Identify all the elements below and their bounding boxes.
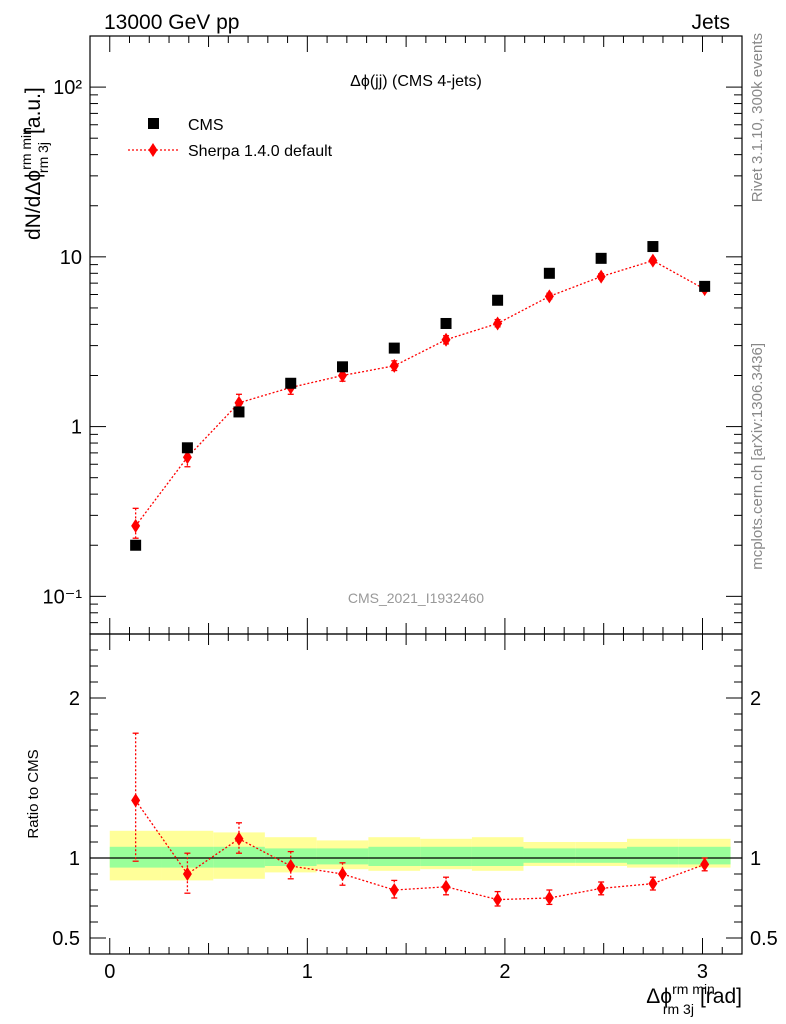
green-uncertainty-band [368,846,421,866]
ratio-point [493,892,503,907]
cms-point [543,267,555,279]
main-y-tick-label: 10² [53,77,82,99]
legend-cms-marker [148,118,159,129]
cms-point [440,317,452,329]
x-tick-label: 2 [499,961,510,983]
sherpa-point [234,395,244,410]
ratio-point [441,879,451,894]
watermark: CMS_2021_I1932460 [348,590,484,606]
main-panel: 10⁻¹ 1 10 10² Δϕ(jj) (CMS 4-jets) CMS_2021_… [18,35,743,635]
sherpa-point [648,253,658,268]
green-uncertainty-band [523,848,576,863]
rivet-label: Rivet 3.1.10, 300k events [749,33,766,202]
x-tick-label: 1 [302,961,313,983]
ratio-x-ticks: 0 1 2 3 [104,634,743,983]
mcplots-label: mcplots.cern.ch [arXiv:1306.3436] [749,343,766,570]
green-uncertainty-band [109,846,162,868]
main-y-ticks: 10⁻¹ 1 10 10² [43,77,742,624]
ratio-point [131,793,141,808]
ratio-ylabel: Ratio to CMS [25,749,42,838]
ratio-y-tick-label: 2 [69,688,80,710]
cms-point [337,361,349,373]
ratio-point [286,859,296,873]
ratio-series [131,732,710,907]
green-uncertainty-band [575,848,628,863]
ratio-y-tick-label-right: 2 [750,688,761,710]
ratio-y-tick-label-right: 1 [750,848,761,870]
green-uncertainty-band [316,848,369,865]
sherpa-point [596,269,606,284]
green-uncertainty-band [627,846,679,865]
ratio-y-tick-label: 0.5 [52,928,80,950]
ratio-bands [90,830,742,881]
sherpa-point [389,358,399,373]
green-uncertainty-band [213,846,265,868]
ratio-y-tick-label: 1 [69,848,80,870]
cms-point [699,280,711,292]
ratio-panel: 0.5 0.5 1 1 2 2 0 1 2 3 Ratio to CMS Δϕrm min rm … [25,633,778,1017]
cms-point [595,252,607,264]
ratio-y-tick-label-right: 0.5 [750,928,778,950]
cms-point [492,294,504,306]
cms-point [233,406,245,418]
category-label: Jets [691,11,730,34]
main-y-tick-label: 1 [71,417,82,439]
legend-sherpa-marker [148,143,158,157]
cms-point [388,342,400,354]
green-uncertainty-band [420,846,472,866]
cms-point [130,539,142,551]
x-tick-label: 0 [104,961,115,983]
main-y-tick-label: 10⁻¹ [43,586,83,608]
sherpa-line [135,259,705,527]
main-y-tick-label: 10 [60,247,82,269]
svg-text:dN/dΔϕrm minrm 3j[a.u.]: dN/dΔϕrm minrm 3j[a.u.] [18,87,51,240]
main-x-ticks [109,36,743,634]
ratio-point [648,876,658,891]
ratio-point [234,831,244,846]
legend: CMS Sherpa 1.4.0 default [128,117,333,160]
x-tick-label: 3 [697,961,708,983]
ratio-point [389,883,399,897]
cms-series [130,241,711,551]
green-uncertainty-band [161,846,214,868]
cms-point [647,241,659,253]
energy-label: 13000 GeV pp [104,11,239,34]
ratio-point [596,881,606,896]
sherpa-point [544,289,554,304]
ratio-point [544,891,554,905]
ratio-point [338,867,348,881]
sherpa-point [182,450,192,465]
sherpa-point [493,316,503,331]
ratio-y-ticks: 0.5 0.5 1 1 2 2 [52,649,778,950]
sherpa-point [441,332,451,347]
sherpa-series [131,253,710,539]
legend-cms-label: CMS [188,117,224,134]
green-uncertainty-band [471,846,524,866]
green-uncertainty-band [678,846,731,865]
ratio-point [182,867,192,881]
x-axis-label: Δϕrm min rm 3j[rad] [646,981,742,1017]
cms-point [181,442,193,454]
main-ylabel: dN/dΔϕrm minrm 3j[a.u.] [18,87,51,240]
cms-point [285,377,297,389]
legend-sherpa-label: Sherpa 1.4.0 default [188,143,333,160]
sherpa-point [131,518,141,533]
main-title: Δϕ(jj) (CMS 4-jets) [350,73,482,90]
ratio-plot-frame [89,633,743,955]
ratio-point [700,857,710,872]
